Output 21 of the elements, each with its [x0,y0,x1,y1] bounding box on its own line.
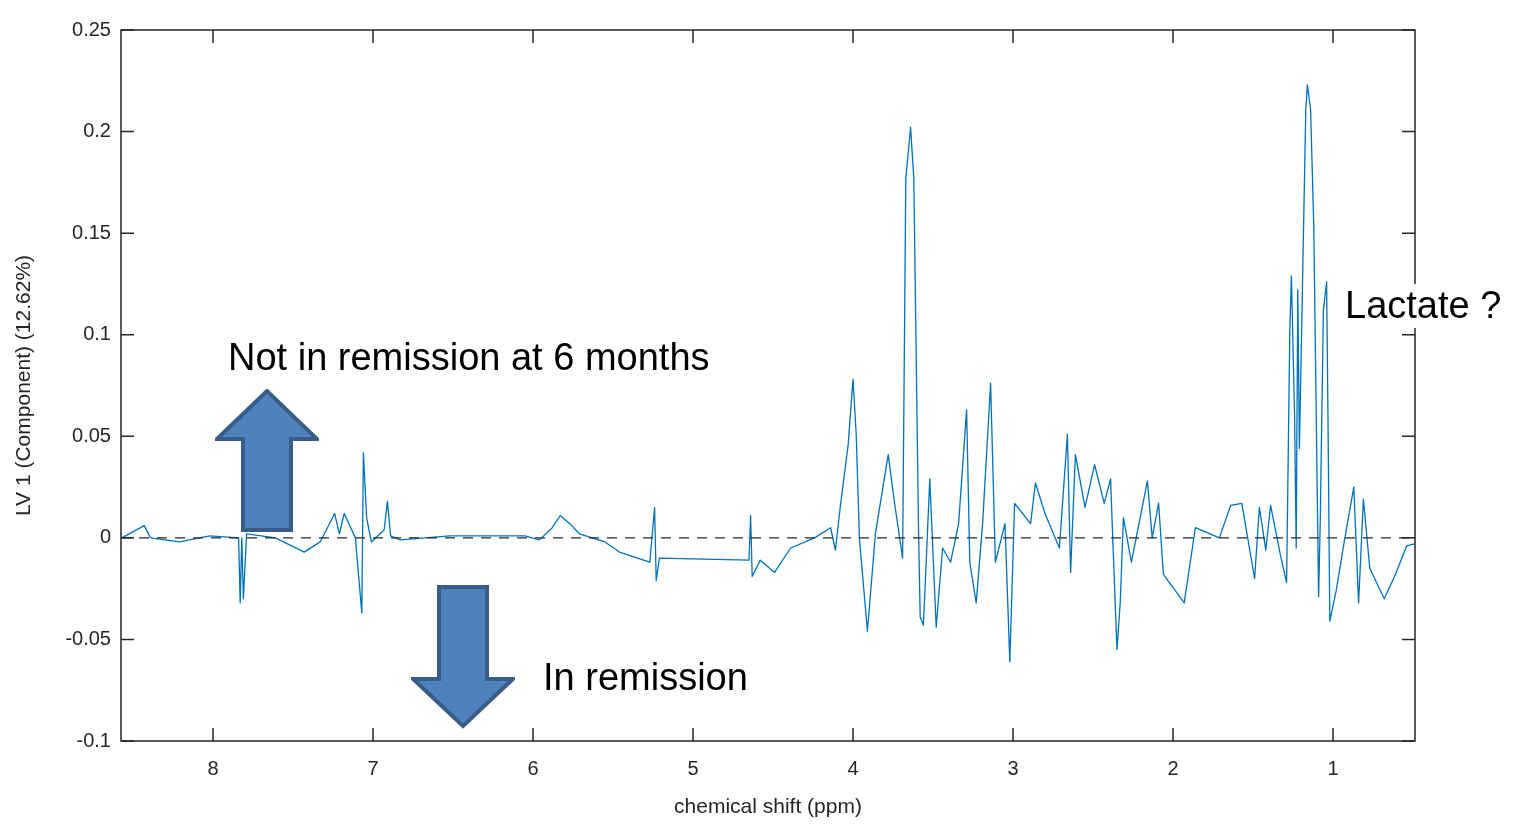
y-tick-label: -0.05 [65,626,111,649]
x-axis-title: chemical shift (ppm) [674,794,862,818]
annotation: Lactate ? [1345,284,1502,326]
x-tick-label: 7 [367,756,379,779]
x-tick-label: 5 [687,756,699,779]
x-tick-label: 3 [1007,756,1019,779]
y-tick-label: 0.25 [72,17,111,40]
y-tick-label: -0.1 [76,728,111,751]
y-axis-title: LV 1 (Component) (12.62%) [11,254,35,517]
y-tick-label: 0 [99,525,111,548]
annotation: Not in remission at 6 months [228,336,710,378]
x-tick-label: 1 [1327,756,1339,779]
y-tick-label: 0.15 [72,220,111,243]
y-tick-label: 0.1 [83,322,111,345]
annotation: In remission [543,656,748,698]
y-tick-label: 0.05 [72,423,111,446]
x-tick-label: 4 [847,756,859,779]
x-tick-label: 8 [207,756,219,779]
y-tick-label: 0.2 [83,119,111,142]
x-tick-label: 6 [527,756,539,779]
x-tick-label: 2 [1167,756,1179,779]
